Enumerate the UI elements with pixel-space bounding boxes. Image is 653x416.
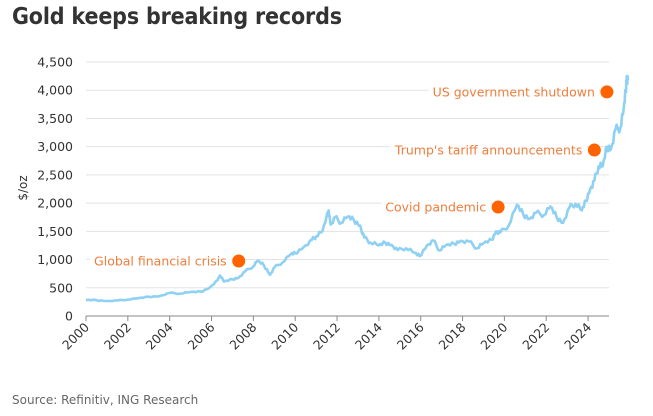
- source-note: Source: Refinitiv, ING Research: [12, 393, 199, 407]
- y-tick-label: 2,000: [37, 196, 73, 211]
- y-tick-label: 500: [49, 280, 73, 295]
- x-tick-label: 2020: [477, 319, 510, 352]
- y-tick-label: 4,500: [37, 55, 73, 70]
- y-tick-label: 3,000: [37, 139, 73, 154]
- x-tick-label: 2008: [226, 319, 259, 352]
- annotation-marker: [232, 254, 246, 268]
- x-tick-label: 2018: [436, 319, 469, 352]
- y-axis-label: $/oz: [16, 175, 30, 200]
- y-tick-label: 0: [65, 309, 73, 324]
- x-tick-label: 2022: [519, 320, 552, 353]
- series-layer: [85, 74, 630, 303]
- chart-title: Gold keeps breaking records: [12, 4, 342, 30]
- annotation-label: Covid pandemic: [385, 200, 486, 215]
- annotation-label-bg: [428, 83, 599, 101]
- annotation-label: Global financial crisis: [94, 253, 227, 268]
- x-tick-label: 2004: [143, 319, 176, 352]
- x-axis: 2000 2002 2004 2006 2008 2010 2012 2014 2016 2018…: [59, 315, 609, 353]
- y-tick-label: 2,500: [37, 167, 73, 182]
- y-tick-label: 1,000: [37, 252, 73, 267]
- annotation-marker: [600, 85, 614, 99]
- x-tick-label: 2006: [185, 319, 218, 352]
- gridlines: [86, 61, 609, 289]
- annotation-label-bg: [381, 198, 491, 216]
- annotation-marker: [587, 143, 601, 157]
- x-tick-label: 2024: [561, 319, 594, 352]
- y-tick-label: 3,500: [37, 111, 73, 126]
- annotation-marker: [491, 200, 505, 214]
- series-line-gold-price: [85, 74, 630, 303]
- annotation-label-bg: [389, 141, 587, 159]
- x-tick-label: 2000: [59, 319, 92, 352]
- x-tick-label: 2010: [268, 319, 301, 352]
- y-axis-ticks: 0 500 1,000 1,500 2,000 2,500 3,000 3,500 4,000 4…: [37, 55, 73, 324]
- x-tick-label: 2012: [310, 320, 343, 353]
- x-tick-label: 2016: [394, 319, 427, 352]
- annotation-label: US government shutdown: [433, 84, 595, 99]
- y-tick-label: 4,000: [37, 83, 73, 98]
- y-tick-label: 1,500: [37, 224, 73, 239]
- annotations-layer: Global financial crisis Covid pandemic Tru…: [90, 83, 614, 270]
- annotation-label: Trump's tariff announcements: [394, 143, 582, 158]
- x-tick-label: 2002: [101, 320, 134, 353]
- annotation-label-bg: [90, 252, 231, 270]
- x-tick-label: 2014: [352, 319, 385, 352]
